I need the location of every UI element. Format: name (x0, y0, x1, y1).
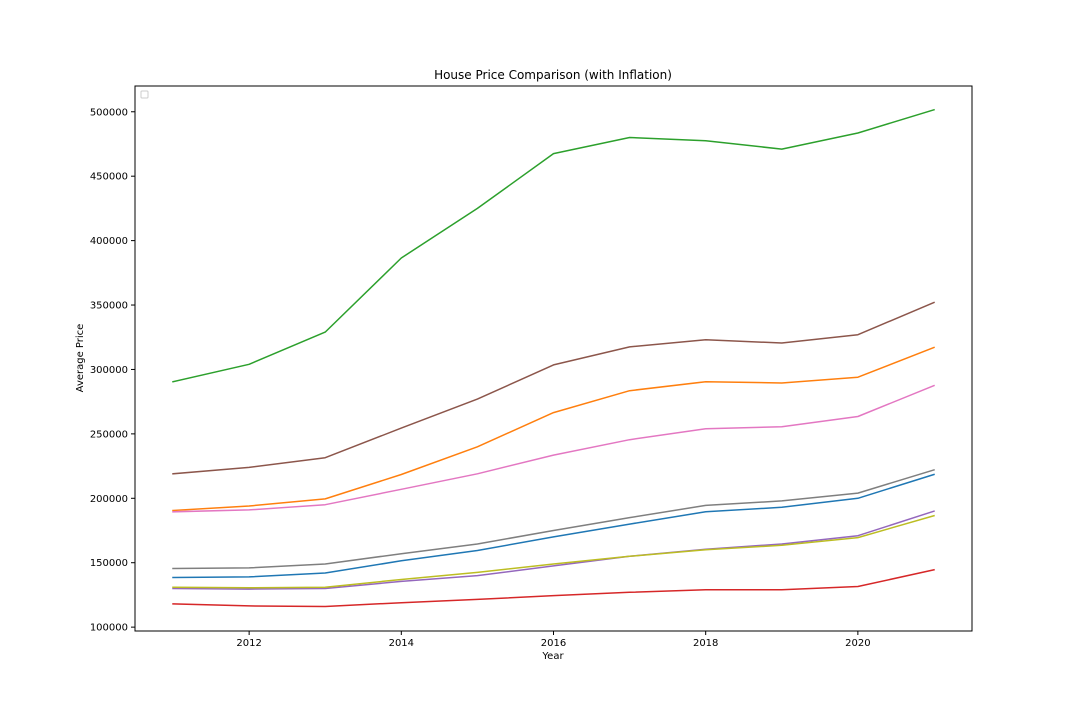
series-lines (172, 108, 935, 608)
y-tick-label: 400000 (90, 236, 128, 247)
y-tick-label: 250000 (90, 429, 128, 440)
y-tick-label: 150000 (90, 558, 128, 569)
y-tick-label: 200000 (90, 494, 128, 505)
x-tick-label: 2018 (693, 638, 718, 649)
y-tick-label: 450000 (90, 172, 128, 183)
x-axis: 2012 2014 2016 2018 2020 (236, 631, 871, 649)
x-tick-label: 2020 (845, 638, 870, 649)
y-tick-label: 350000 (90, 301, 128, 312)
x-tick-label: 2014 (389, 638, 414, 649)
y-axis-label: Average Price (75, 324, 86, 393)
series-line-7 (172, 384, 935, 513)
series-line-3 (172, 108, 935, 383)
y-axis: 100000 150000 200000 250000 300000 350000 4000… (90, 107, 135, 634)
series-line-4 (172, 568, 935, 608)
y-tick-label: 100000 (90, 623, 128, 634)
series-line-8 (172, 468, 935, 570)
series-line-2 (172, 346, 935, 512)
legend-box (140, 90, 149, 99)
y-tick-label: 300000 (90, 365, 128, 376)
series-line-9 (172, 514, 935, 589)
x-tick-label: 2012 (236, 638, 261, 649)
series-line-5 (172, 510, 935, 590)
series-line-1 (172, 473, 935, 579)
x-axis-label: Year (541, 651, 564, 662)
y-tick-label: 500000 (90, 107, 128, 118)
chart-title: House Price Comparison (with Inflation) (434, 68, 672, 82)
series-line-6 (172, 301, 935, 475)
x-tick-label: 2016 (541, 638, 566, 649)
